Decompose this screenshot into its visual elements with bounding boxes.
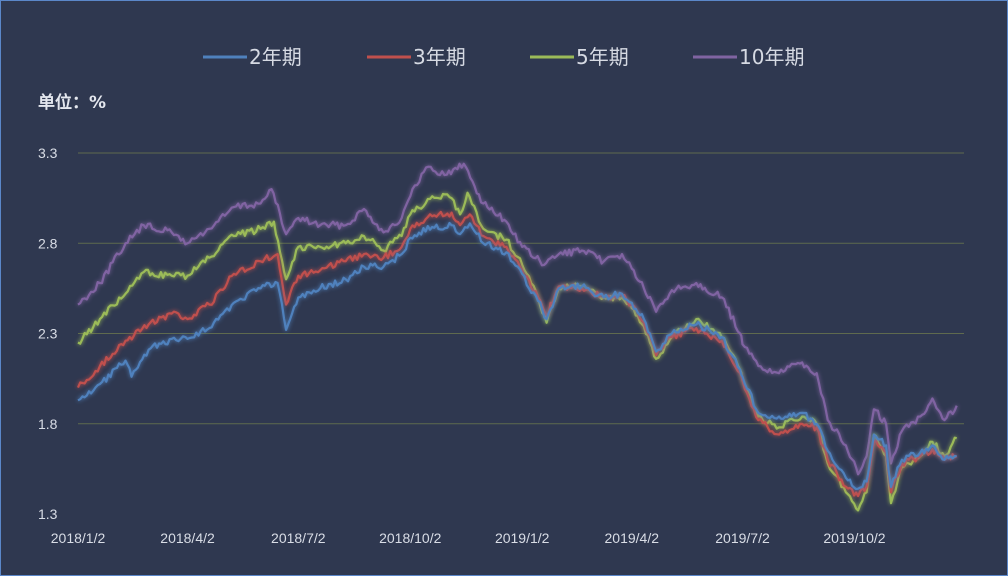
x-tick-label: 2019/1/2 [495, 530, 550, 546]
legend-label: 5年期 [576, 45, 629, 69]
x-tick-label: 2018/10/2 [379, 530, 441, 546]
series-line [77, 221, 957, 491]
x-tick-label: 2019/10/2 [823, 530, 885, 546]
legend-label: 10年期 [739, 45, 804, 69]
y-tick-label: 1.3 [38, 506, 58, 522]
series-line [76, 210, 958, 498]
y-tick-label: 2.3 [38, 326, 58, 342]
x-axis: 2018/1/2 2018/4/2 2018/7/2 2018/10/2 2019/1/… [51, 530, 886, 546]
series-line [77, 162, 958, 476]
y-tick-label: 3.3 [38, 145, 58, 161]
x-tick-label: 2018/4/2 [160, 530, 215, 546]
y-tick-label: 1.8 [38, 416, 58, 432]
series-lines [76, 162, 958, 512]
x-tick-label: 2019/4/2 [605, 530, 660, 546]
legend-label: 3年期 [413, 45, 466, 69]
x-tick-label: 2019/7/2 [715, 530, 770, 546]
x-tick-label: 2018/1/2 [51, 530, 106, 546]
legend: 2年期 3年期 5年期 10年期 [203, 45, 804, 69]
grid-lines [78, 152, 964, 425]
x-tick-label: 2018/7/2 [271, 530, 326, 546]
unit-label: 单位：% [38, 92, 106, 113]
legend-label: 2年期 [249, 45, 302, 69]
y-axis: 3.3 2.8 2.3 1.8 1.3 [38, 145, 58, 522]
y-tick-label: 2.8 [38, 235, 58, 251]
